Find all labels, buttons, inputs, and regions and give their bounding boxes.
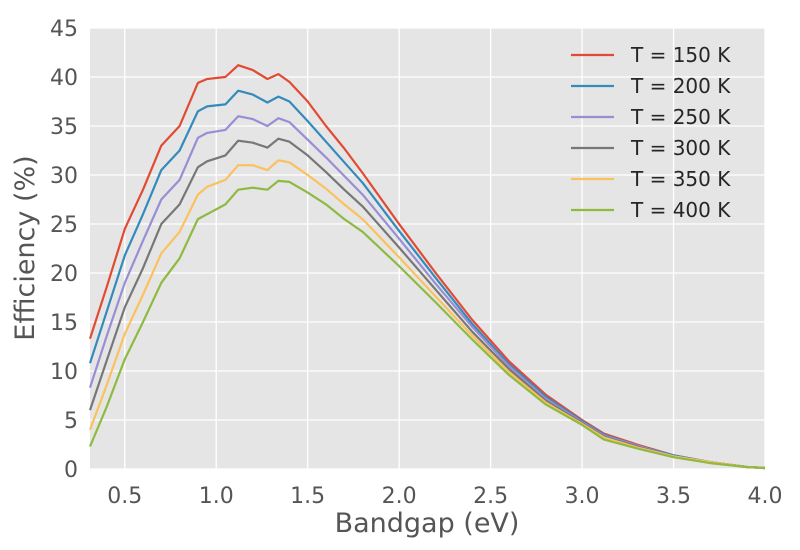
y-tick-label: 45 <box>50 17 78 42</box>
x-axis-ticks: 0.5 1.0 1.5 2.0 2.5 3.0 3.5 4.0 <box>107 484 782 509</box>
y-axis-ticks: 0 5 10 15 20 25 30 35 40 45 <box>50 17 78 483</box>
x-tick-label: 2.0 <box>382 484 417 509</box>
y-tick-label: 0 <box>64 458 78 483</box>
y-tick-label: 5 <box>64 409 78 434</box>
legend-label: T = 300 K <box>630 136 731 160</box>
x-tick-label: 2.5 <box>473 484 508 509</box>
y-axis-title: Efficiency (%) <box>10 155 41 340</box>
legend-label: T = 150 K <box>630 43 731 67</box>
y-tick-label: 20 <box>50 262 78 287</box>
legend-label: T = 250 K <box>630 105 731 129</box>
y-tick-label: 40 <box>50 66 78 91</box>
legend: T = 150 K T = 200 K T = 250 K T = 300 K T = … <box>571 43 731 222</box>
plot-background <box>90 28 765 469</box>
y-tick-label: 30 <box>50 164 78 189</box>
x-tick-label: 4.0 <box>748 484 783 509</box>
legend-label: T = 200 K <box>630 74 731 98</box>
x-tick-label: 1.5 <box>290 484 325 509</box>
legend-label: T = 400 K <box>630 198 731 222</box>
y-tick-label: 35 <box>50 115 78 140</box>
x-tick-label: 3.5 <box>656 484 691 509</box>
y-tick-label: 25 <box>50 213 78 238</box>
x-tick-label: 1.0 <box>199 484 234 509</box>
x-axis-title: Bandgap (eV) <box>335 508 520 539</box>
y-tick-label: 10 <box>50 360 78 385</box>
x-tick-label: 0.5 <box>107 484 142 509</box>
series-lines <box>88 64 766 470</box>
series-line <box>88 159 766 470</box>
y-tick-label: 15 <box>50 311 78 336</box>
series-line <box>88 179 766 470</box>
x-tick-label: 3.0 <box>565 484 600 509</box>
legend-label: T = 350 K <box>630 167 731 191</box>
